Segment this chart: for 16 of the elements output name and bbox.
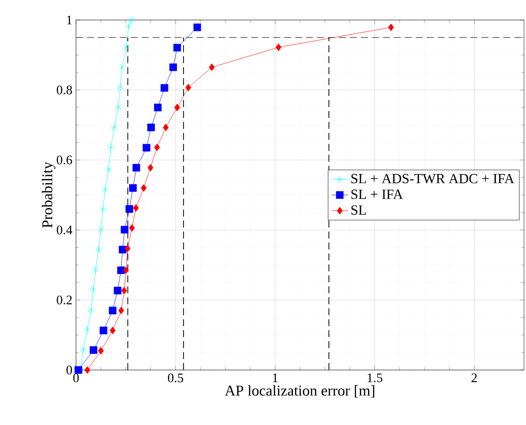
y-tick-label: 0.8 bbox=[56, 86, 72, 94]
x-tick-label: 0 bbox=[73, 374, 79, 382]
x-tick-label: 0.5 bbox=[168, 374, 184, 382]
x-tick-label: 1 bbox=[273, 374, 278, 382]
legend-label: SL bbox=[351, 205, 366, 215]
y-tick-label: 0.2 bbox=[56, 296, 72, 304]
y-tick-label: 0 bbox=[66, 366, 72, 374]
y-tick-label: 0.4 bbox=[56, 226, 72, 234]
y-tick-label: 1 bbox=[67, 16, 72, 24]
y-axis-title: Probability bbox=[42, 162, 56, 228]
x-tick-label: 2 bbox=[472, 374, 477, 382]
legend-label: SL + IFA bbox=[351, 190, 403, 200]
y-tick-label: 0.6 bbox=[56, 156, 72, 164]
x-axis-title: AP localization error [m] bbox=[224, 385, 374, 398]
x-tick-label: 1.5 bbox=[368, 374, 382, 382]
legend-label: SL + ADS-TWR ADC + IFA bbox=[351, 174, 514, 184]
